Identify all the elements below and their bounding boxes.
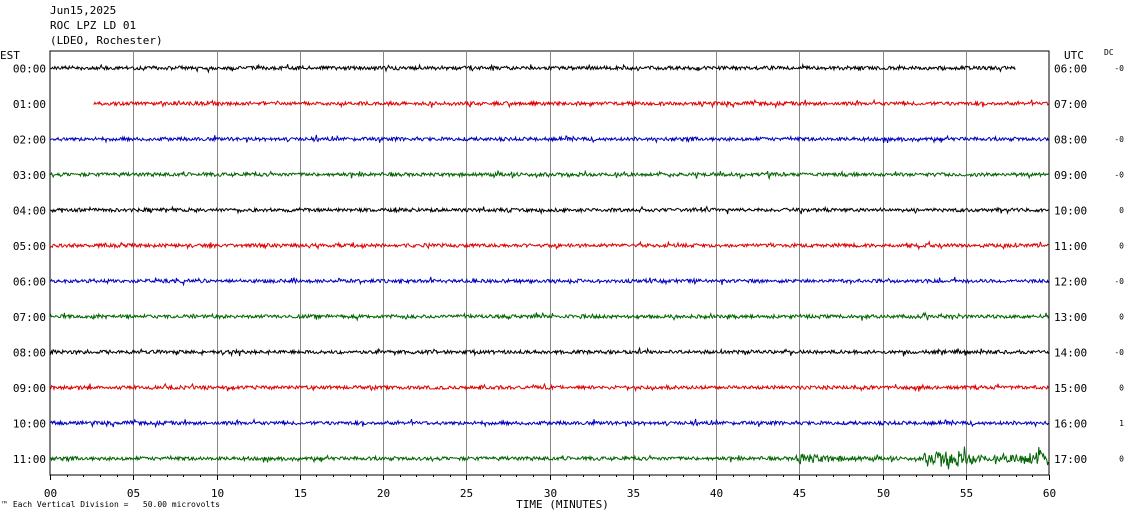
row-dc-value: 0 [1119, 242, 1124, 251]
x-tick-label-05: 05 [127, 487, 140, 500]
row-left-time: 02:00 [13, 134, 46, 147]
row-right-time: 16:00 [1054, 418, 1087, 431]
row-dc-value: 0 [1119, 384, 1124, 393]
x-tick-label-20: 20 [377, 487, 390, 500]
x-tick-label-50: 50 [877, 487, 890, 500]
x-tick-label-00: 00 [44, 487, 57, 500]
trace-row-0600 [49, 276, 1049, 287]
record-date: Jun15,2025 [50, 4, 117, 17]
row-left-time: 00:00 [13, 63, 46, 76]
x-tick-label-45: 45 [793, 487, 806, 500]
x-tick-label-10: 10 [211, 487, 224, 500]
row-dc-value: 0 [1119, 455, 1124, 464]
row-left-time: 09:00 [13, 382, 46, 395]
footnote-text: Each Vertical Division = 50.00 microvolt… [12, 500, 220, 509]
x-tick-label-30: 30 [544, 487, 557, 500]
x-tick-label-35: 35 [627, 487, 640, 500]
row-left-time: 10:00 [13, 418, 46, 431]
scale-footnote: ™ Each Vertical Division = 50.00 microvol… [2, 500, 220, 509]
row-right-time: 13:00 [1054, 311, 1087, 324]
row-right-time: 06:00 [1054, 63, 1087, 76]
x-tick-label-25: 25 [460, 487, 473, 500]
trace-row-0300 [49, 169, 1049, 181]
station-network: (LDEO, Rochester) [50, 34, 163, 47]
x-tick-label-60: 60 [1043, 487, 1056, 500]
trace-row-0800 [49, 346, 1049, 358]
trace-row-0500 [49, 239, 1049, 251]
trace-row-0000 [49, 62, 1016, 74]
footnote-mark: ™ [2, 500, 7, 509]
row-dc-value: 1 [1119, 419, 1124, 428]
row-left-time: 04:00 [13, 205, 46, 218]
row-right-time: 11:00 [1054, 240, 1087, 253]
left-timezone-label: EST [0, 49, 20, 62]
row-left-time: 06:00 [13, 276, 46, 289]
row-left-time: 05:00 [13, 240, 46, 253]
row-dc-value: -0 [1114, 135, 1124, 144]
x-axis-label: TIME (MINUTES) [516, 498, 609, 511]
x-tick-label-15: 15 [294, 487, 307, 500]
plot-frame [49, 50, 1050, 476]
row-right-time: 15:00 [1054, 382, 1087, 395]
row-right-time: 08:00 [1054, 134, 1087, 147]
x-tick-label-55: 55 [960, 487, 973, 500]
row-left-time: 11:00 [13, 453, 46, 466]
x-tick-label-40: 40 [710, 487, 723, 500]
right-timezone-label: UTC [1064, 49, 1084, 62]
row-dc-value: -0 [1114, 348, 1124, 357]
trace-row-0900 [49, 382, 1049, 393]
trace-row-1000 [49, 417, 1049, 429]
row-right-time: 07:00 [1054, 98, 1087, 111]
row-dc-value: 0 [1119, 313, 1124, 322]
row-left-time: 01:00 [13, 98, 46, 111]
row-dc-value: -0 [1114, 277, 1124, 286]
row-left-time: 07:00 [13, 311, 46, 324]
row-right-time: 10:00 [1054, 205, 1087, 218]
seismic-traces [49, 62, 1049, 470]
trace-row-0100 [93, 98, 1049, 109]
row-right-time: 17:00 [1054, 453, 1087, 466]
row-right-time: 12:00 [1054, 276, 1087, 289]
row-dc-value: -0 [1114, 64, 1124, 73]
trace-row-0400 [49, 205, 1049, 216]
dc-column-label: DC [1104, 48, 1114, 57]
trace-row-0700 [49, 311, 1049, 322]
row-dc-value: 0 [1119, 206, 1124, 215]
trace-row-1100 [49, 446, 1049, 470]
station-code: ROC LPZ LD 01 [50, 19, 137, 32]
row-left-time: 08:00 [13, 347, 46, 360]
row-right-time: 14:00 [1054, 347, 1087, 360]
trace-row-0200 [49, 134, 1049, 144]
row-right-time: 09:00 [1054, 169, 1087, 182]
plot-grid [49, 50, 1050, 476]
row-left-time: 03:00 [13, 169, 46, 182]
row-dc-value: -0 [1114, 171, 1124, 180]
x-axis: 00 05 10 15 20 25 30 35 40 45 50 55 60 TIME (MINUTES) [44, 475, 1056, 511]
row-labels: 00:00 06:00 -0 01:00 07:00 02:00 08:00 -0 03:00 0… [13, 63, 1124, 467]
